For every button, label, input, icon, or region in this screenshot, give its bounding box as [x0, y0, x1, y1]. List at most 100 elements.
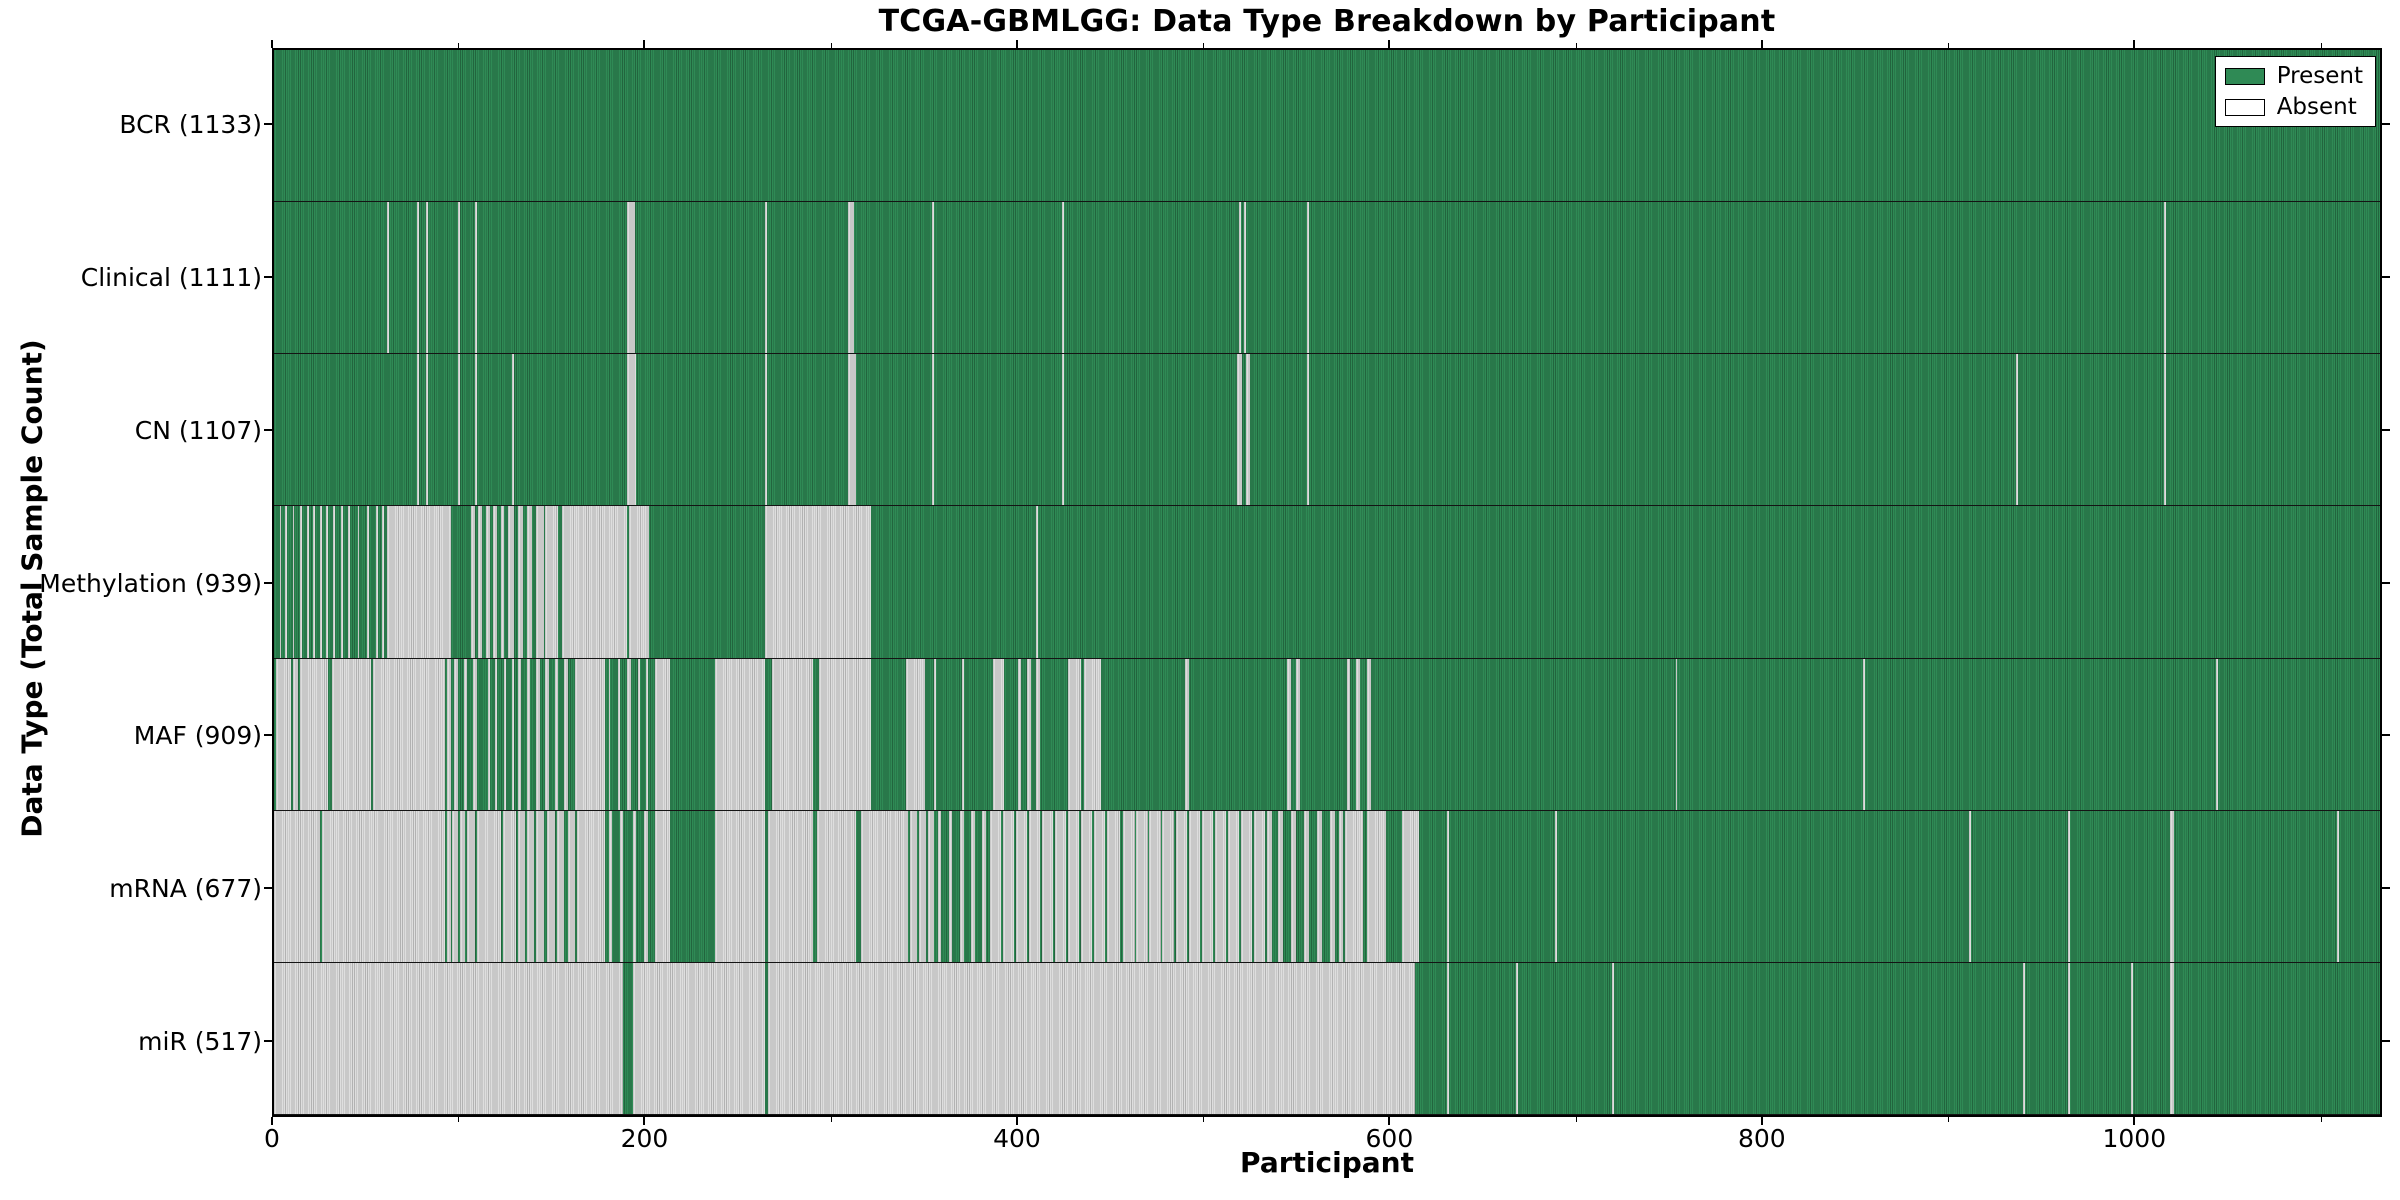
- legend-item-absent: Absent: [2224, 94, 2363, 120]
- absent-segment: [1307, 202, 1310, 354]
- absent-segment: [645, 658, 648, 810]
- absent-segment: [320, 506, 323, 658]
- absent-segment: [928, 810, 934, 962]
- absent-segment: [993, 658, 1005, 810]
- absent-segment: [1290, 810, 1297, 962]
- absent-segment: [417, 354, 419, 506]
- absent-segment: [632, 962, 765, 1114]
- absent-segment: [454, 658, 458, 810]
- absent-segment: [1240, 810, 1252, 962]
- absent-segment: [1238, 202, 1241, 354]
- absent-segment: [348, 506, 351, 658]
- absent-segment: [1253, 810, 1265, 962]
- absent-segment: [768, 962, 1416, 1114]
- absent-segment: [285, 506, 287, 658]
- absent-segment: [1969, 810, 1972, 962]
- absent-segment: [818, 658, 871, 810]
- x-minor-tick-bottom: [1203, 1117, 1205, 1122]
- absent-segment: [1017, 658, 1022, 810]
- absent-segment: [426, 202, 429, 354]
- absent-segment: [517, 658, 522, 810]
- absent-segment: [764, 202, 767, 354]
- x-tick-label-800: 800: [1737, 1124, 1786, 1153]
- absent-segment: [511, 658, 514, 810]
- x-tick-bottom: [1760, 1117, 1763, 1125]
- x-minor-tick-top: [1948, 43, 1950, 48]
- y-tick-left: [264, 428, 272, 431]
- absent-segment: [426, 354, 429, 506]
- heatmap-row-mRNA[interactable]: [274, 810, 2380, 963]
- absent-segment: [1366, 658, 1371, 810]
- heatmap-row-Clinical[interactable]: [274, 202, 2380, 355]
- absent-segment: [471, 506, 475, 658]
- absent-segment: [536, 658, 540, 810]
- absent-segment: [292, 506, 295, 658]
- absent-segment: [452, 810, 458, 962]
- absent-segment: [463, 658, 468, 810]
- absent-segment: [1612, 962, 1615, 1114]
- absent-segment: [848, 354, 856, 506]
- x-tick-bottom: [1015, 1117, 1018, 1125]
- absent-segment: [504, 658, 507, 810]
- y-tick-right: [2382, 123, 2390, 126]
- heatmap-row-MAF[interactable]: [274, 658, 2380, 811]
- y-tick-label-BCR: BCR (1133): [119, 110, 262, 140]
- absent-segment: [458, 202, 460, 354]
- heatmap-row-CN[interactable]: [274, 354, 2380, 507]
- absent-segment: [1554, 810, 1557, 962]
- x-minor-tick-top: [1575, 43, 1577, 48]
- absent-segment: [848, 202, 854, 354]
- absent-segment: [545, 506, 559, 658]
- absent-segment: [1863, 658, 1866, 810]
- legend-absent-label: Absent: [2276, 94, 2357, 120]
- absent-segment: [629, 506, 650, 658]
- absent-segment: [474, 354, 477, 506]
- absent-segment: [932, 202, 934, 354]
- absent-segment: [472, 658, 477, 810]
- x-minor-tick-bottom: [458, 1117, 460, 1122]
- absent-segment: [932, 354, 934, 506]
- absent-segment: [476, 810, 486, 962]
- absent-segment: [562, 506, 628, 658]
- x-tick-bottom: [271, 1117, 273, 1125]
- y-tick-label-Methylation: Methylation (939): [39, 568, 262, 598]
- absent-segment: [545, 658, 550, 810]
- legend-present-swatch: [2224, 67, 2265, 85]
- heatmap-row-miR[interactable]: [274, 962, 2380, 1115]
- absent-segment: [627, 658, 631, 810]
- heatmap-row-BCR[interactable]: [274, 50, 2380, 203]
- absent-segment: [1041, 810, 1053, 962]
- absent-segment: [1201, 810, 1213, 962]
- y-tick-left: [264, 886, 272, 889]
- absent-segment: [1149, 810, 1161, 962]
- x-minor-tick-bottom: [830, 1117, 832, 1122]
- plot-area[interactable]: Present Absent: [272, 48, 2382, 1117]
- y-tick-label-Clinical: Clinical (1111): [80, 263, 262, 293]
- absent-segment: [536, 810, 544, 962]
- absent-segment: [1054, 810, 1066, 962]
- absent-segment: [1084, 658, 1102, 810]
- absent-segment: [508, 506, 514, 658]
- absent-segment: [1287, 658, 1291, 810]
- x-tick-top: [643, 40, 646, 48]
- absent-segment: [655, 810, 670, 962]
- x-tick-top: [271, 40, 273, 48]
- absent-segment: [1188, 810, 1200, 962]
- absent-segment: [2169, 810, 2174, 962]
- absent-segment: [547, 810, 555, 962]
- absent-segment: [511, 354, 514, 506]
- x-minor-tick-top: [1203, 43, 1205, 48]
- absent-segment: [1067, 810, 1079, 962]
- absent-segment: [576, 810, 605, 962]
- x-minor-tick-bottom: [1948, 1117, 1950, 1122]
- absent-segment: [1227, 810, 1239, 962]
- heatmap-row-Methylation[interactable]: [274, 506, 2380, 659]
- absent-segment: [933, 658, 936, 810]
- x-tick-top: [1388, 40, 1391, 48]
- absent-segment: [517, 810, 525, 962]
- y-tick-left: [264, 276, 272, 279]
- y-tick-label-mRNA: mRNA (677): [109, 873, 262, 903]
- absent-segment: [1244, 202, 1247, 354]
- absent-segment: [1026, 658, 1031, 810]
- x-minor-tick-top: [830, 43, 832, 48]
